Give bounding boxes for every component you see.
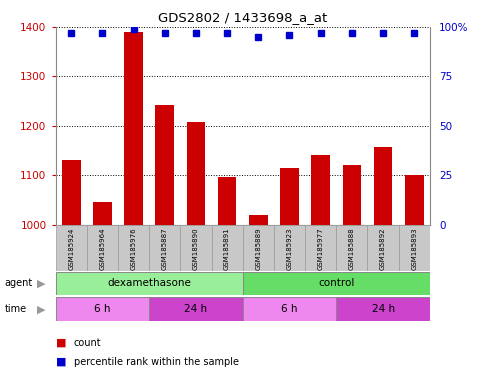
Bar (312, 156, 330, 225)
Bar (180, 225, 212, 271)
Bar (87, 225, 118, 271)
Bar (336, 297, 430, 321)
Bar (218, 177, 237, 225)
Bar (56, 297, 149, 321)
Bar (118, 225, 149, 271)
Bar (149, 225, 180, 271)
Text: agent: agent (5, 278, 33, 288)
Bar (336, 225, 368, 271)
Bar (249, 215, 268, 225)
Text: ■: ■ (56, 338, 66, 348)
Text: GSM185892: GSM185892 (380, 228, 386, 270)
Text: GSM185976: GSM185976 (130, 228, 137, 270)
Text: GSM185964: GSM185964 (99, 228, 105, 270)
Bar (149, 297, 242, 321)
Text: GSM185889: GSM185889 (256, 228, 261, 270)
Text: ▶: ▶ (37, 278, 45, 288)
Bar (156, 105, 174, 225)
Bar (280, 168, 299, 225)
Bar (62, 161, 81, 225)
Bar (93, 202, 112, 225)
Text: ▶: ▶ (37, 304, 45, 314)
Text: time: time (5, 304, 27, 314)
Bar (242, 272, 430, 295)
Text: GSM185977: GSM185977 (318, 228, 324, 270)
Bar (124, 32, 143, 225)
Text: GSM185890: GSM185890 (193, 228, 199, 270)
Bar (212, 225, 242, 271)
Text: GSM185923: GSM185923 (286, 228, 293, 270)
Bar (405, 175, 424, 225)
Text: GSM185924: GSM185924 (68, 228, 74, 270)
Bar (56, 272, 242, 295)
Bar (342, 166, 361, 225)
Text: count: count (74, 338, 101, 348)
Text: GSM185891: GSM185891 (224, 228, 230, 270)
Text: 6 h: 6 h (94, 304, 111, 314)
Text: ■: ■ (56, 357, 66, 367)
Bar (274, 225, 305, 271)
Bar (242, 297, 336, 321)
Text: 24 h: 24 h (185, 304, 208, 314)
Bar (242, 225, 274, 271)
Text: dexamethasone: dexamethasone (107, 278, 191, 288)
Bar (374, 147, 392, 225)
Text: control: control (318, 278, 355, 288)
Bar (305, 225, 336, 271)
Text: GSM185887: GSM185887 (162, 228, 168, 270)
Text: 6 h: 6 h (281, 304, 298, 314)
Bar (398, 225, 430, 271)
Bar (186, 122, 205, 225)
Bar (368, 225, 398, 271)
Text: 24 h: 24 h (371, 304, 395, 314)
Text: GSM185888: GSM185888 (349, 228, 355, 270)
Bar (56, 225, 87, 271)
Text: GSM185893: GSM185893 (411, 228, 417, 270)
Title: GDS2802 / 1433698_a_at: GDS2802 / 1433698_a_at (158, 11, 327, 24)
Text: percentile rank within the sample: percentile rank within the sample (74, 357, 239, 367)
